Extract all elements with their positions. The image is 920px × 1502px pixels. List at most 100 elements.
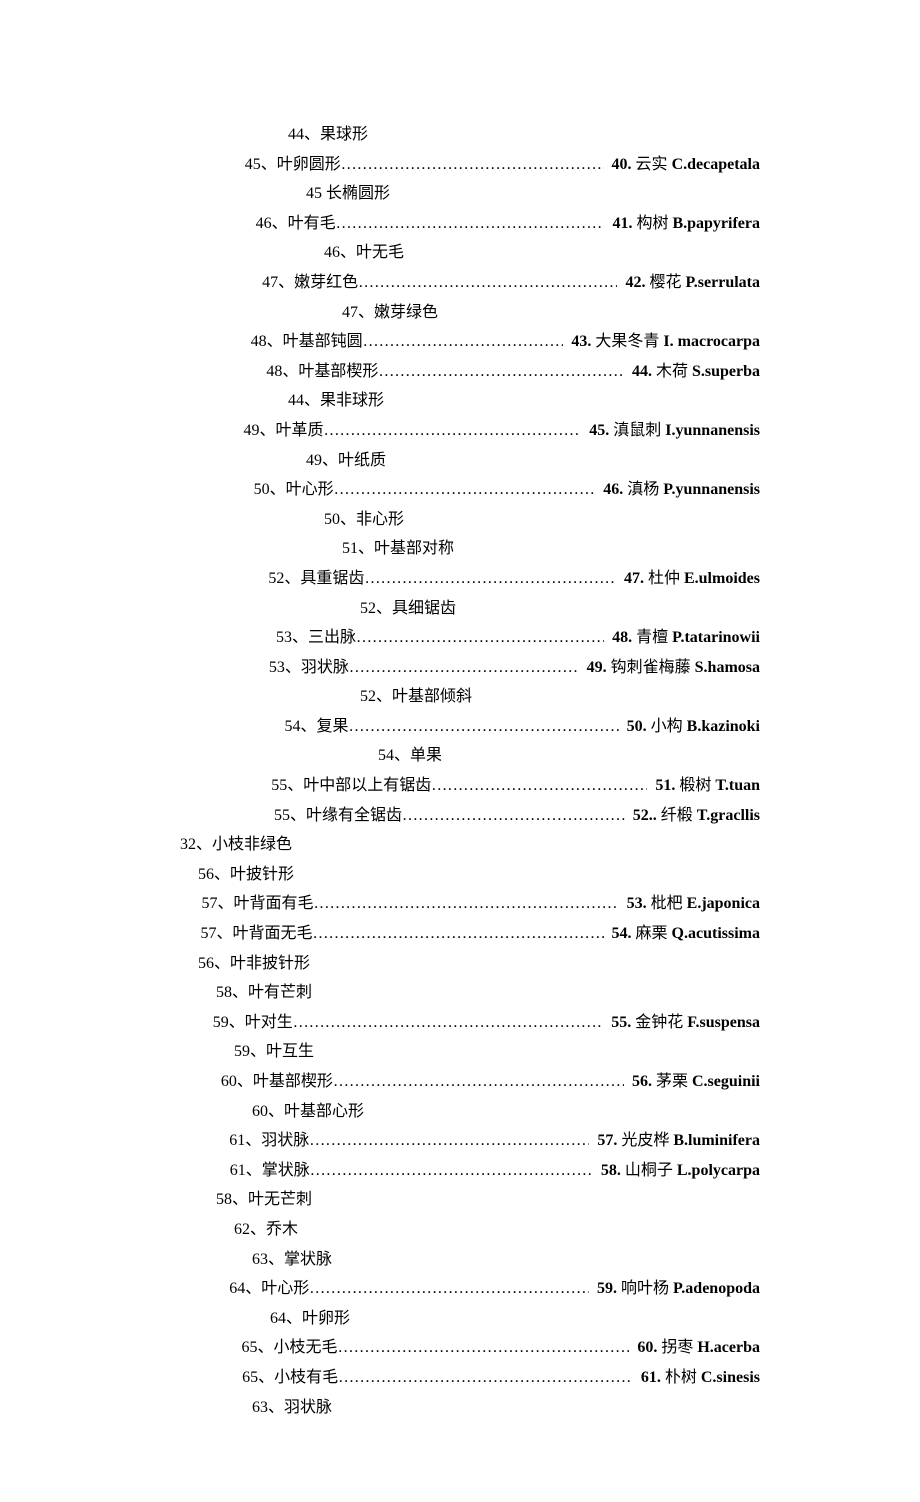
lead-text: 44、果非球形 [288, 386, 384, 416]
lead-text: 49、叶革质 [243, 416, 323, 446]
key-line: 46、叶无毛 [180, 238, 760, 268]
indent [180, 1185, 216, 1215]
indent [180, 712, 284, 742]
chinese-name: 滇杨 [627, 481, 659, 498]
entry-tail: 40. 云实 C.decapetala [604, 150, 760, 180]
entry-tail: 53. 枇杷 E.japonica [619, 889, 760, 919]
indent [180, 475, 254, 505]
latin-name: E.japonica [687, 895, 760, 912]
indent [180, 1304, 270, 1334]
key-line: 48、叶基部楔形 44. 木荷 S.superba [180, 357, 760, 387]
key-line: 55、叶中部以上有锯齿51. 椴树 T.tuan [180, 771, 760, 801]
latin-name: C.sinesis [701, 1369, 760, 1386]
leader-dots [293, 1008, 603, 1038]
latin-name: B.luminifera [673, 1132, 760, 1149]
key-line: 47、嫩芽绿色 [180, 298, 760, 328]
leader-dots [338, 1363, 633, 1393]
entry-number: 50. [627, 718, 647, 735]
entry-number: 48. [612, 629, 632, 646]
entry-tail: 44. 木荷 S.superba [624, 357, 760, 387]
lead-text: 47、嫩芽红色 [262, 268, 358, 298]
chinese-name: 杜仲 [648, 570, 680, 587]
entry-number: 44. [632, 363, 652, 380]
key-line: 61、掌状脉58. 山桐子 L.polycarpa [180, 1156, 760, 1186]
chinese-name: 山桐子 [625, 1162, 673, 1179]
leader-dots [356, 623, 604, 653]
indent [180, 1215, 234, 1245]
lead-text: 48、叶基部楔形 [266, 357, 378, 387]
chinese-name: 椴树 [679, 777, 711, 794]
entry-tail: 41. 构树 B.papyrifera [604, 209, 760, 239]
lead-text: 50、非心形 [324, 505, 404, 535]
leader-dots [313, 889, 618, 919]
latin-name: L.polycarpa [677, 1162, 760, 1179]
lead-text: 61、掌状脉 [230, 1156, 310, 1186]
chinese-name: 青檀 [636, 629, 668, 646]
latin-name: E.ulmoides [684, 570, 760, 587]
key-line: 46、叶有毛41. 构树 B.papyrifera [180, 209, 760, 239]
entry-tail: 52.. 纤椴 T.gracllis [625, 801, 760, 831]
entry-number: 54. [612, 925, 632, 942]
leader-dots [364, 564, 616, 594]
key-line: 54、单果 [180, 741, 760, 771]
lead-text: 52、具细锯齿 [360, 594, 456, 624]
entry-number: 55. [611, 1014, 631, 1031]
indent [180, 682, 360, 712]
leader-dots [323, 416, 581, 446]
lead-text: 57、叶背面无毛 [200, 919, 312, 949]
key-line: 48、叶基部钝圆43. 大果冬青 I. macrocarpa [180, 327, 760, 357]
indent [180, 1037, 234, 1067]
indent [180, 238, 324, 268]
leader-dots [378, 357, 624, 387]
latin-name: C.seguinii [692, 1073, 760, 1090]
key-line: 57、叶背面无毛54. 麻栗 Q.acutissima [180, 919, 760, 949]
lead-text: 64、叶卵形 [270, 1304, 350, 1334]
latin-name: B.kazinoki [687, 718, 760, 735]
indent [180, 771, 271, 801]
indent [180, 298, 342, 328]
lead-text: 64、叶心形 [229, 1274, 309, 1304]
indent [180, 268, 262, 298]
entry-tail: 43. 大果冬青 I. macrocarpa [563, 327, 760, 357]
leader-dots [363, 327, 564, 357]
lead-text: 54、复果 [284, 712, 348, 742]
entry-tail: 50. 小构 B.kazinoki [619, 712, 760, 742]
indent [180, 209, 256, 239]
lead-text: 57、叶背面有毛 [201, 889, 313, 919]
leader-dots [402, 801, 625, 831]
indent [180, 1393, 252, 1423]
chinese-name: 光皮桦 [621, 1132, 669, 1149]
key-line: 49、叶纸质 [180, 446, 760, 476]
entry-number: 60. [637, 1339, 657, 1356]
latin-name: F.suspensa [687, 1014, 760, 1031]
leader-dots [348, 712, 618, 742]
key-line: 65、小枝有毛61. 朴树 C.sinesis [180, 1363, 760, 1393]
entry-tail: 49. 钩刺雀梅藤 S.hamosa [579, 653, 760, 683]
indent [180, 594, 360, 624]
indent [180, 949, 198, 979]
key-line: 61、羽状脉57. 光皮桦 B.luminifera [180, 1126, 760, 1156]
document-page: 44、果球形45、叶卵圆形40. 云实 C.decapetala45 长椭圆形4… [0, 0, 920, 1502]
entry-tail: 56. 茅栗 C.seguinii [624, 1067, 760, 1097]
lead-text: 59、叶互生 [234, 1037, 314, 1067]
lead-text: 65、小枝有毛 [242, 1363, 338, 1393]
chinese-name: 小构 [651, 718, 683, 735]
entry-number: 43. [571, 333, 591, 350]
entry-number: 53. [627, 895, 647, 912]
latin-name: T.tuan [715, 777, 760, 794]
key-line: 62、乔木 [180, 1215, 760, 1245]
lead-text: 60、叶基部楔形 [221, 1067, 333, 1097]
indent [180, 120, 288, 150]
lead-text: 45 长椭圆形 [306, 179, 390, 209]
key-line: 44、果球形 [180, 120, 760, 150]
leader-dots [358, 268, 617, 298]
key-line: 52、具重锯齿47. 杜仲 E.ulmoides [180, 564, 760, 594]
key-line: 60、叶基部心形 [180, 1097, 760, 1127]
leader-dots [338, 1333, 630, 1363]
latin-name: H.acerba [697, 1339, 760, 1356]
indent [180, 179, 306, 209]
leader-dots [431, 771, 647, 801]
entry-number: 56. [632, 1073, 652, 1090]
leader-dots [349, 653, 579, 683]
entry-number: 51. [655, 777, 675, 794]
